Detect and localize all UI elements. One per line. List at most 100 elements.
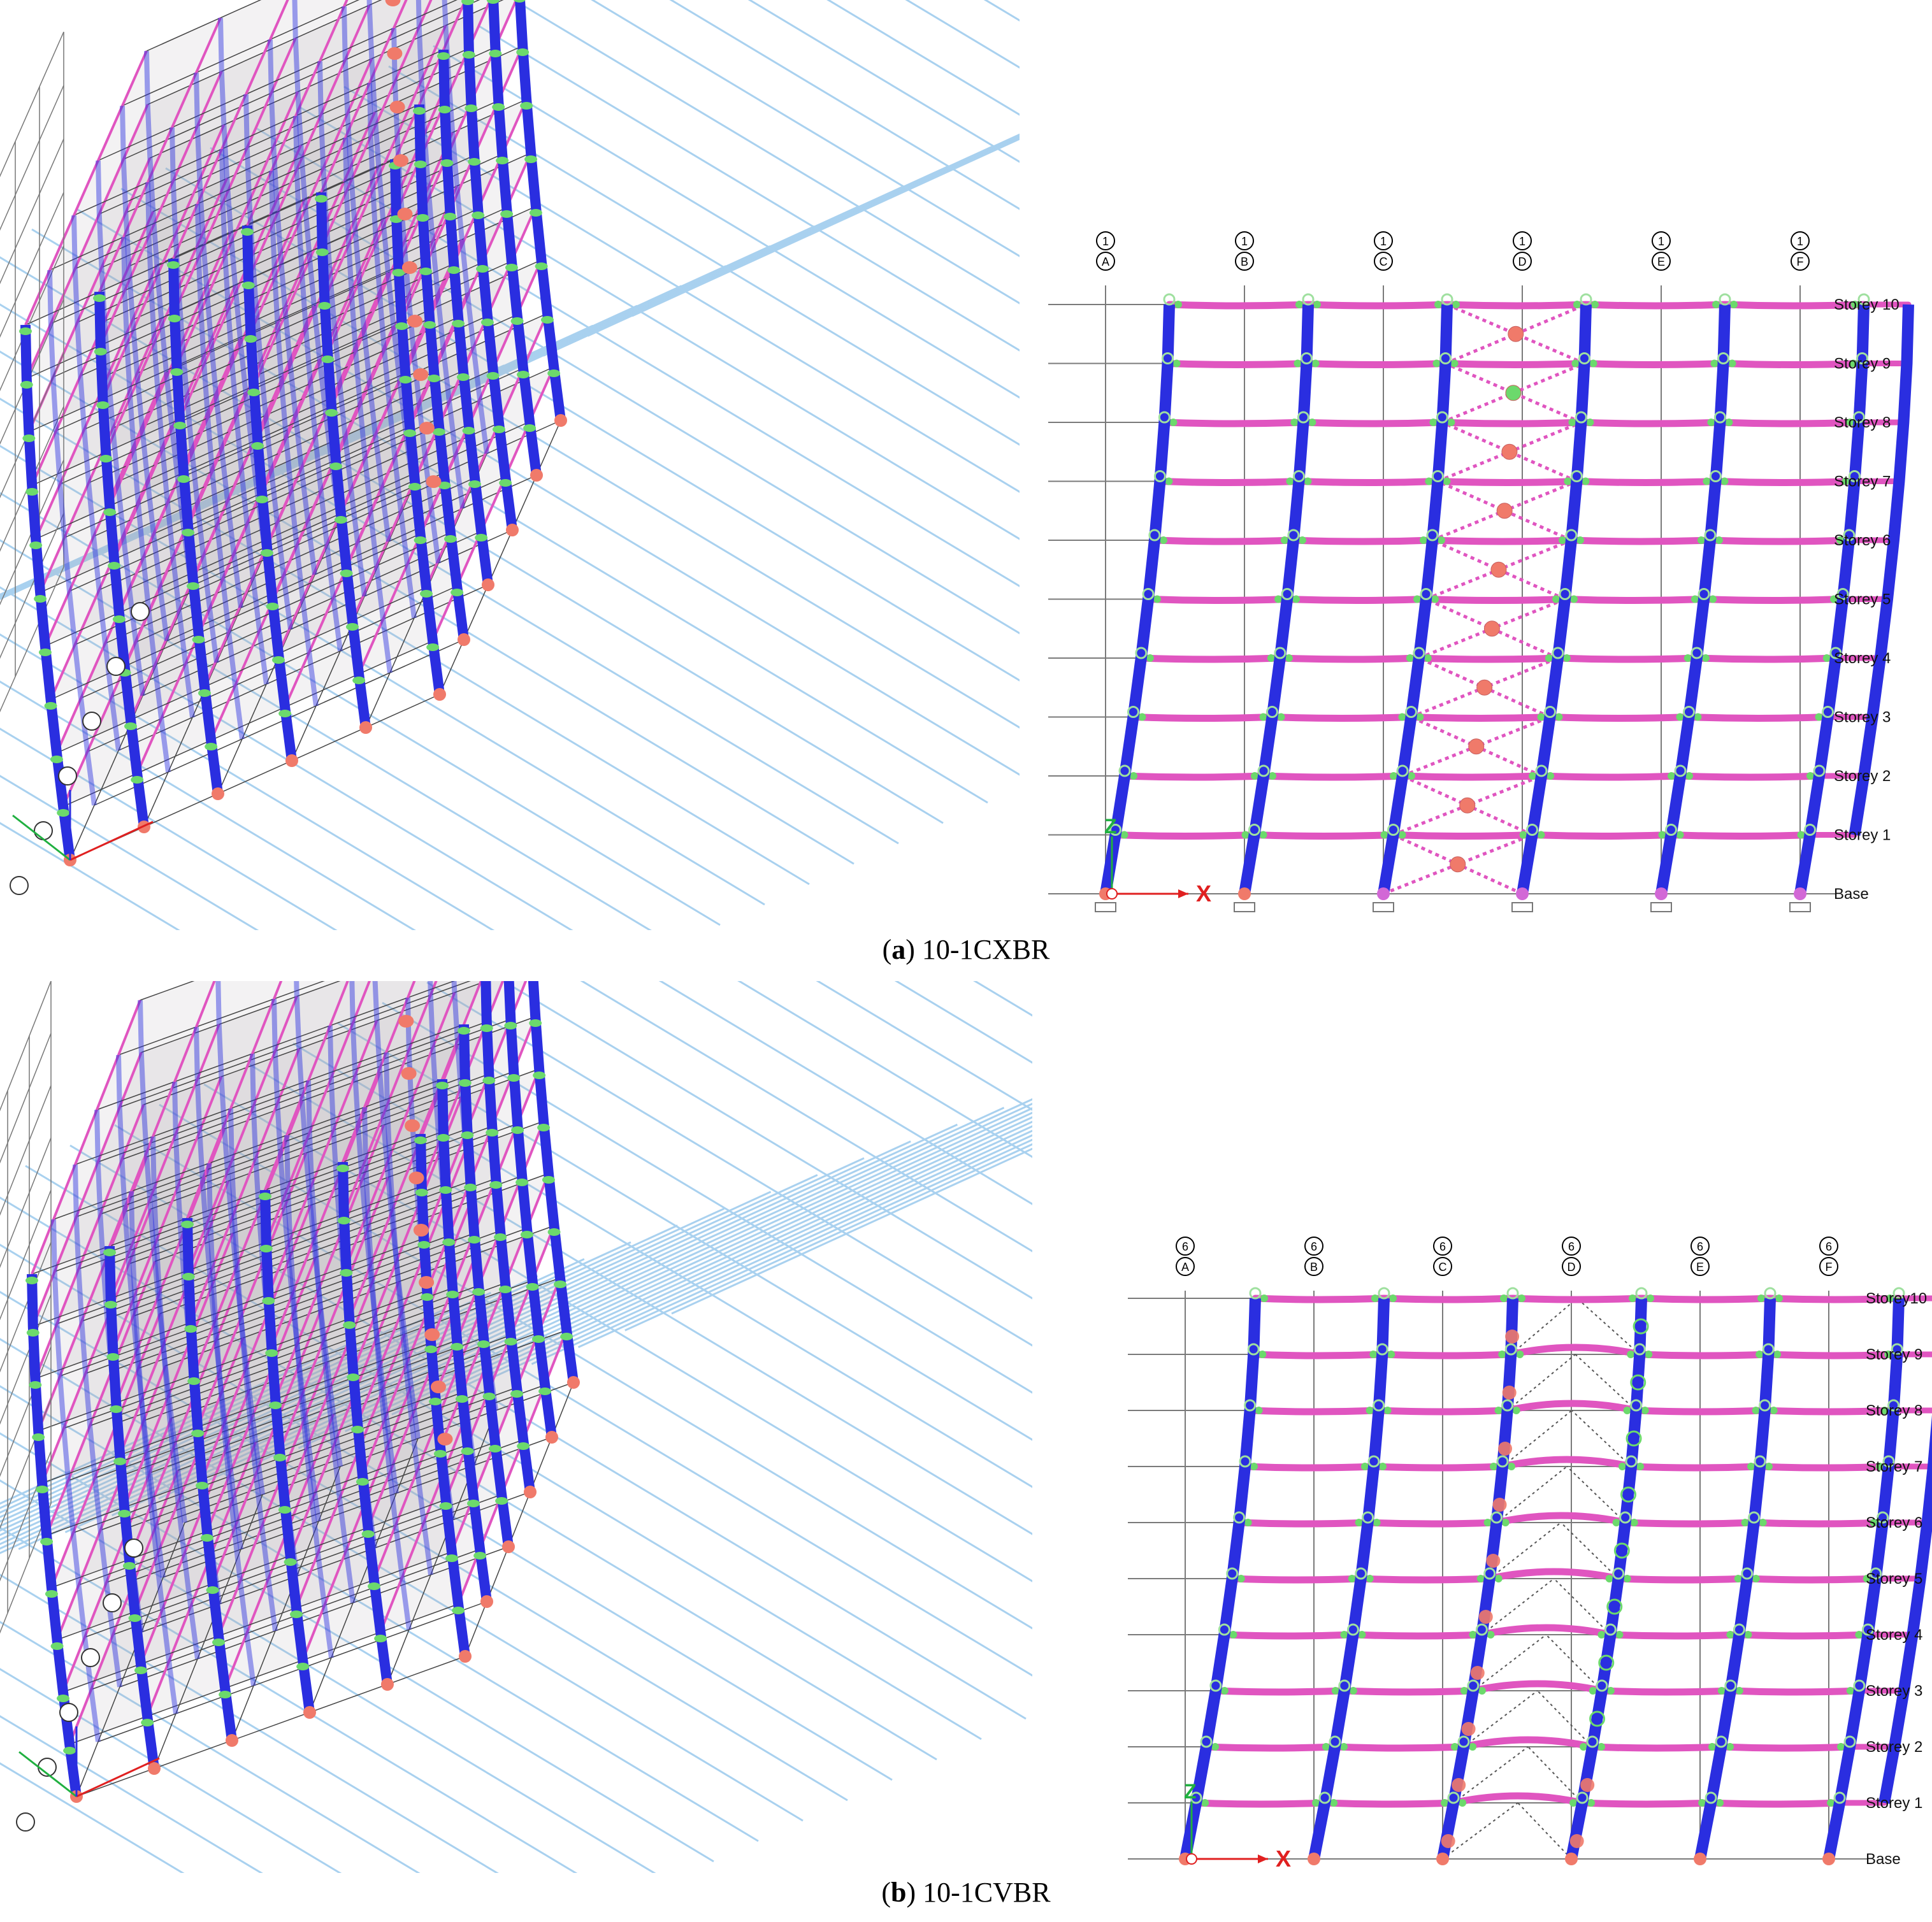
beam-hinge — [1308, 419, 1316, 426]
beam-hinge — [1627, 1351, 1635, 1358]
grid-bubble-letter-label: D — [1568, 1261, 1576, 1273]
column-hinge-3d — [141, 1719, 154, 1726]
grid-bubble-number-label: 6 — [1311, 1240, 1317, 1253]
column-hinge-3d — [495, 1497, 508, 1505]
column-hinge — [1877, 1511, 1889, 1524]
ghost-frame-line — [0, 245, 64, 392]
beam-3d — [34, 1104, 145, 1379]
beam-hinge — [1582, 477, 1590, 485]
column-hinge-3d — [284, 1558, 297, 1566]
beam-hinge — [1668, 772, 1676, 780]
ghost-frame-line — [0, 299, 64, 445]
column-hinge — [1329, 1735, 1341, 1748]
ghost-frame-line — [0, 406, 64, 552]
floor-slab — [26, 0, 491, 378]
ground-grid-line — [671, 1147, 1032, 1315]
frame-line — [122, 0, 360, 106]
beam — [1441, 360, 1588, 368]
ghost-frame-line — [0, 1189, 52, 1321]
beam-hinge — [1701, 654, 1710, 662]
beam — [1633, 1407, 1769, 1416]
beam — [1756, 1463, 1892, 1472]
ground-grid-line — [76, 208, 1020, 776]
column-hinge-3d — [251, 442, 264, 450]
column-hinge — [1891, 1343, 1903, 1356]
column-hinge-3d — [439, 1502, 452, 1510]
frame-line — [25, 159, 396, 326]
beam-hinge — [1172, 359, 1181, 368]
frame-line — [41, 1342, 431, 1484]
column-hinge-3d — [520, 102, 533, 110]
frame-line — [75, 1024, 465, 1165]
column-hinge-3d — [408, 483, 421, 491]
storey-label: Storey 1 — [1866, 1795, 1922, 1812]
beam-hinge — [1880, 1407, 1889, 1414]
beam-hinge — [1618, 1463, 1626, 1470]
base-hinge-3d — [226, 1734, 238, 1747]
beam — [1554, 654, 1701, 663]
beam-hinge — [1258, 1351, 1267, 1358]
column-hinge — [1613, 1542, 1630, 1559]
beam-hinge — [1259, 713, 1267, 721]
beam-hinge — [1694, 713, 1702, 721]
column-hinge — [1843, 529, 1856, 541]
frame-line — [177, 1330, 567, 1471]
column-hinge — [1457, 1735, 1470, 1748]
column-3d — [218, 17, 268, 554]
column-hinge-3d — [184, 1325, 198, 1333]
grid-bubble-letter-label: A — [1102, 255, 1109, 268]
beam-hinge — [1250, 1463, 1258, 1470]
ground-grid-line — [0, 1244, 893, 1781]
beam — [1276, 654, 1423, 663]
beam-hinge — [1870, 1519, 1878, 1526]
beam — [1580, 360, 1727, 368]
column-hinge-3d — [443, 213, 457, 220]
column-hinge-3d — [436, 1134, 450, 1142]
column-hinge-3d — [167, 261, 180, 269]
column-hinge — [1633, 1318, 1649, 1335]
column-hinge-3d — [475, 534, 488, 541]
column-hinge-3d — [498, 1286, 512, 1293]
beam — [1761, 1407, 1898, 1416]
column-hinge-3d — [112, 615, 126, 623]
column-hinge-3d — [34, 595, 47, 603]
beam-3d — [247, 4, 371, 280]
beam-hinge — [1710, 359, 1719, 368]
ghost-frame-line — [0, 1033, 52, 1164]
brace-member — [1554, 1578, 1611, 1635]
beam-hinge — [1518, 1294, 1525, 1302]
beam-hinge — [1623, 1407, 1631, 1414]
beam — [1764, 1351, 1901, 1359]
column-3d — [206, 1163, 256, 1686]
grid-bubble-number-label: 1 — [1241, 235, 1248, 248]
column-3d — [349, 981, 399, 1494]
beam-hinge — [1451, 1743, 1459, 1751]
base-hinge-3d — [480, 1595, 493, 1608]
beam-3d — [192, 1100, 304, 1375]
column-hinge-3d — [22, 434, 36, 442]
ground-grid-line — [0, 1258, 585, 1528]
base-hinge-3d — [482, 578, 494, 591]
beam-3d — [335, 185, 458, 461]
frame-line — [112, 1494, 502, 1635]
column-3d — [215, 981, 265, 1495]
ground-grid-line — [0, 728, 338, 930]
beam-hinge — [1537, 831, 1545, 839]
ground-grid-line — [0, 1309, 445, 1514]
column-hinge — [1338, 1679, 1351, 1692]
column-3d — [442, 0, 489, 454]
column-hinge-3d — [458, 1027, 470, 1035]
beam-hinge — [1562, 654, 1571, 662]
beam-hinge — [1360, 1463, 1369, 1470]
column-hinge-3d — [200, 1534, 213, 1542]
beam-hinge — [1130, 772, 1138, 780]
column-hinge-3d — [191, 1430, 205, 1437]
column-hinge — [1535, 764, 1548, 777]
beam-hinge — [1726, 1631, 1734, 1639]
frame-line — [128, 1123, 518, 1265]
column-hinge-3d — [451, 1343, 464, 1351]
column-hinge-3d — [38, 649, 52, 656]
beam-hinge — [1606, 1687, 1615, 1695]
beam-hinge — [1286, 477, 1294, 485]
column-base-hinge — [1377, 887, 1390, 900]
